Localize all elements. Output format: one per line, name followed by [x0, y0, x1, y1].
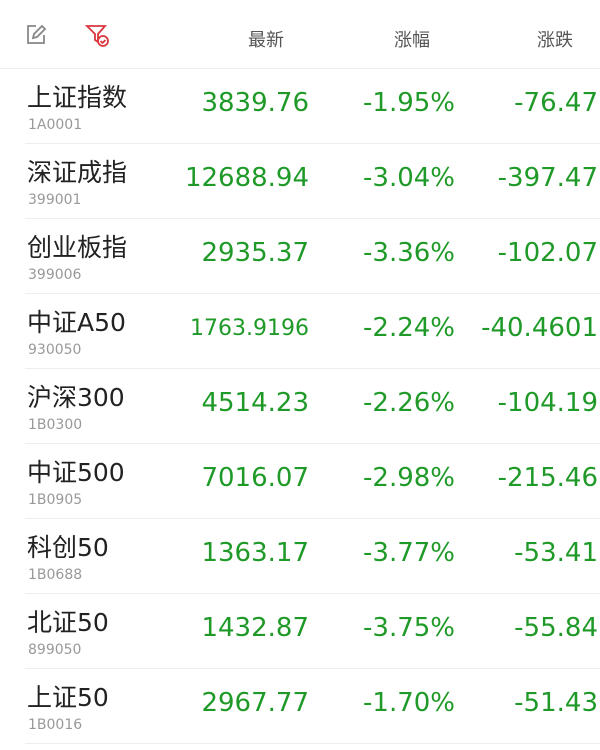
- change-percent: -3.04%: [363, 163, 455, 193]
- index-code: 1B0016: [28, 717, 83, 733]
- table-row[interactable]: 沪深300 1B0300 4514.23 -2.26% -104.19: [25, 368, 600, 444]
- change-value: -53.41: [514, 538, 598, 568]
- change-percent: -2.26%: [363, 388, 455, 418]
- index-code: 399001: [28, 192, 82, 208]
- index-name: 中证500: [27, 458, 125, 487]
- index-name: 科创50: [27, 533, 109, 562]
- column-latest[interactable]: 最新: [248, 30, 284, 51]
- latest-price: 2967.77: [201, 688, 309, 718]
- change-percent: -1.95%: [363, 88, 455, 118]
- change-value: -102.07: [497, 238, 598, 268]
- edit-icon[interactable]: [25, 24, 47, 50]
- change-percent: -2.98%: [363, 463, 455, 493]
- index-code: 1B0688: [28, 567, 83, 583]
- table-row[interactable]: 上证指数 1A0001 3839.76 -1.95% -76.47: [25, 68, 600, 144]
- change-percent: -3.77%: [363, 538, 455, 568]
- index-code: 899050: [28, 642, 82, 658]
- table-row[interactable]: 北证50 899050 1432.87 -3.75% -55.84: [25, 593, 600, 669]
- table-row[interactable]: 上证50 1B0016 2967.77 -1.70% -51.43: [25, 668, 600, 744]
- latest-price: 1363.17: [201, 538, 309, 568]
- latest-price: 2935.37: [201, 238, 309, 268]
- index-name: 上证指数: [27, 83, 128, 112]
- table-row[interactable]: 中证A50 930050 1763.9196 -2.24% -40.4601: [25, 293, 600, 369]
- change-percent: -3.36%: [363, 238, 455, 268]
- latest-price: 1763.9196: [190, 316, 309, 341]
- column-change-percent[interactable]: 涨幅: [394, 30, 430, 51]
- index-code: 930050: [28, 342, 82, 358]
- latest-price: 3839.76: [201, 88, 309, 118]
- index-name: 北证50: [27, 608, 109, 637]
- index-name: 创业板指: [27, 233, 128, 262]
- index-code: 1B0300: [28, 417, 83, 433]
- index-code: 399006: [28, 267, 82, 283]
- change-percent: -1.70%: [363, 688, 455, 718]
- index-name: 中证A50: [27, 308, 126, 337]
- change-percent: -3.75%: [363, 613, 455, 643]
- index-code: 1B0905: [28, 492, 83, 508]
- latest-price: 7016.07: [201, 463, 309, 493]
- latest-price: 4514.23: [201, 388, 309, 418]
- table-row[interactable]: 科创50 1B0688 1363.17 -3.77% -53.41: [25, 518, 600, 594]
- index-name: 上证50: [27, 683, 109, 712]
- table-row[interactable]: 中证500 1B0905 7016.07 -2.98% -215.46: [25, 443, 600, 519]
- latest-price: 1432.87: [201, 613, 309, 643]
- change-value: -40.4601: [481, 313, 598, 343]
- change-value: -51.43: [514, 688, 598, 718]
- table-header: 最新 涨幅 涨跌: [0, 0, 600, 69]
- index-name: 深证成指: [27, 158, 128, 187]
- change-percent: -2.24%: [363, 313, 455, 343]
- change-value: -215.46: [497, 463, 598, 493]
- filter-check-icon[interactable]: [84, 24, 111, 52]
- index-code: 1A0001: [28, 117, 83, 133]
- change-value: -397.47: [497, 163, 598, 193]
- table-row[interactable]: 创业板指 399006 2935.37 -3.36% -102.07: [25, 218, 600, 294]
- table-row[interactable]: 深证成指 399001 12688.94 -3.04% -397.47: [25, 143, 600, 219]
- change-value: -76.47: [514, 88, 598, 118]
- column-change[interactable]: 涨跌: [537, 30, 573, 51]
- change-value: -104.19: [497, 388, 598, 418]
- latest-price: 12688.94: [184, 163, 309, 193]
- change-value: -55.84: [514, 613, 598, 643]
- index-name: 沪深300: [27, 383, 125, 412]
